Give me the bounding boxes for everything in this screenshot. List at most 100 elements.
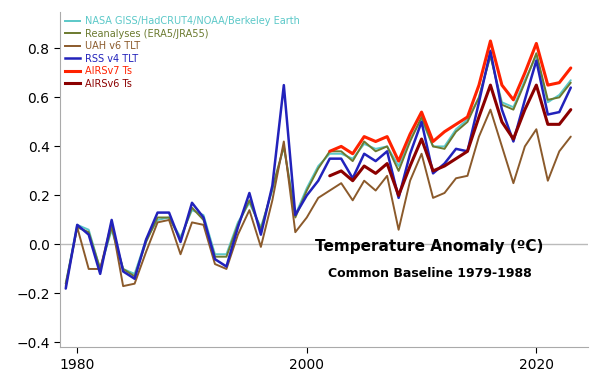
- AIRSv6 Ts: [487, 83, 494, 88]
- UAH v6 TLT: [131, 281, 138, 286]
- UAH v6 TLT: [567, 134, 574, 139]
- AIRSv7 Ts: [533, 41, 540, 46]
- UAH v6 TLT: [154, 220, 161, 225]
- NASA GISS/HadCRUT4/NOAA/Berkeley Earth: [338, 151, 345, 156]
- UAH v6 TLT: [487, 107, 494, 112]
- Reanalyses (ERA5/JRA55): [487, 53, 494, 58]
- RSS v4 TLT: [441, 161, 448, 166]
- UAH v6 TLT: [188, 220, 196, 225]
- NASA GISS/HadCRUT4/NOAA/Berkeley Earth: [475, 95, 482, 100]
- Reanalyses (ERA5/JRA55): [188, 205, 196, 210]
- NASA GISS/HadCRUT4/NOAA/Berkeley Earth: [280, 144, 287, 149]
- RSS v4 TLT: [452, 147, 460, 151]
- NASA GISS/HadCRUT4/NOAA/Berkeley Earth: [62, 281, 70, 286]
- AIRSv7 Ts: [338, 144, 345, 149]
- AIRSv7 Ts: [406, 132, 413, 137]
- NASA GISS/HadCRUT4/NOAA/Berkeley Earth: [177, 235, 184, 239]
- Reanalyses (ERA5/JRA55): [418, 115, 425, 119]
- UAH v6 TLT: [326, 188, 334, 193]
- Line: NASA GISS/HadCRUT4/NOAA/Berkeley Earth: NASA GISS/HadCRUT4/NOAA/Berkeley Earth: [66, 56, 571, 284]
- NASA GISS/HadCRUT4/NOAA/Berkeley Earth: [430, 144, 437, 149]
- Reanalyses (ERA5/JRA55): [119, 267, 127, 271]
- UAH v6 TLT: [166, 218, 173, 222]
- RSS v4 TLT: [200, 215, 207, 220]
- RSS v4 TLT: [499, 107, 506, 112]
- UAH v6 TLT: [544, 178, 551, 183]
- NASA GISS/HadCRUT4/NOAA/Berkeley Earth: [406, 137, 413, 141]
- Reanalyses (ERA5/JRA55): [142, 240, 149, 244]
- NASA GISS/HadCRUT4/NOAA/Berkeley Earth: [235, 220, 242, 225]
- AIRSv7 Ts: [544, 83, 551, 88]
- RSS v4 TLT: [418, 120, 425, 124]
- NASA GISS/HadCRUT4/NOAA/Berkeley Earth: [188, 208, 196, 212]
- AIRSv7 Ts: [430, 139, 437, 144]
- AIRSv7 Ts: [475, 83, 482, 88]
- Reanalyses (ERA5/JRA55): [108, 225, 115, 230]
- Reanalyses (ERA5/JRA55): [395, 169, 402, 173]
- Reanalyses (ERA5/JRA55): [131, 274, 138, 279]
- Reanalyses (ERA5/JRA55): [567, 80, 574, 85]
- AIRSv7 Ts: [361, 134, 368, 139]
- UAH v6 TLT: [292, 230, 299, 235]
- NASA GISS/HadCRUT4/NOAA/Berkeley Earth: [418, 117, 425, 122]
- AIRSv6 Ts: [395, 193, 402, 198]
- RSS v4 TLT: [372, 159, 379, 163]
- Reanalyses (ERA5/JRA55): [533, 51, 540, 56]
- Reanalyses (ERA5/JRA55): [452, 129, 460, 134]
- UAH v6 TLT: [406, 178, 413, 183]
- AIRSv6 Ts: [361, 164, 368, 168]
- RSS v4 TLT: [533, 58, 540, 63]
- NASA GISS/HadCRUT4/NOAA/Berkeley Earth: [372, 147, 379, 151]
- AIRSv6 Ts: [372, 171, 379, 176]
- NASA GISS/HadCRUT4/NOAA/Berkeley Earth: [487, 53, 494, 58]
- AIRSv6 Ts: [349, 178, 356, 183]
- UAH v6 TLT: [372, 188, 379, 193]
- UAH v6 TLT: [475, 134, 482, 139]
- Reanalyses (ERA5/JRA55): [556, 95, 563, 100]
- AIRSv7 Ts: [510, 98, 517, 102]
- RSS v4 TLT: [223, 264, 230, 269]
- UAH v6 TLT: [269, 198, 276, 203]
- AIRSv6 Ts: [510, 137, 517, 141]
- Reanalyses (ERA5/JRA55): [154, 215, 161, 220]
- AIRSv6 Ts: [452, 156, 460, 161]
- Line: AIRSv6 Ts: AIRSv6 Ts: [330, 85, 571, 195]
- RSS v4 TLT: [269, 183, 276, 188]
- UAH v6 TLT: [74, 225, 81, 230]
- AIRSv7 Ts: [395, 159, 402, 163]
- Legend: NASA GISS/HadCRUT4/NOAA/Berkeley Earth, Reanalyses (ERA5/JRA55), UAH v6 TLT, RSS: NASA GISS/HadCRUT4/NOAA/Berkeley Earth, …: [63, 15, 302, 91]
- NASA GISS/HadCRUT4/NOAA/Berkeley Earth: [383, 144, 391, 149]
- Reanalyses (ERA5/JRA55): [499, 102, 506, 107]
- Reanalyses (ERA5/JRA55): [464, 120, 471, 124]
- RSS v4 TLT: [280, 83, 287, 88]
- UAH v6 TLT: [62, 284, 70, 288]
- Reanalyses (ERA5/JRA55): [177, 237, 184, 242]
- NASA GISS/HadCRUT4/NOAA/Berkeley Earth: [131, 271, 138, 276]
- Reanalyses (ERA5/JRA55): [74, 225, 81, 230]
- UAH v6 TLT: [418, 151, 425, 156]
- NASA GISS/HadCRUT4/NOAA/Berkeley Earth: [361, 142, 368, 146]
- Reanalyses (ERA5/JRA55): [257, 227, 265, 232]
- Reanalyses (ERA5/JRA55): [246, 198, 253, 203]
- RSS v4 TLT: [326, 156, 334, 161]
- AIRSv7 Ts: [499, 83, 506, 88]
- RSS v4 TLT: [395, 196, 402, 200]
- AIRSv7 Ts: [452, 122, 460, 127]
- NASA GISS/HadCRUT4/NOAA/Berkeley Earth: [154, 218, 161, 222]
- RSS v4 TLT: [349, 176, 356, 181]
- Reanalyses (ERA5/JRA55): [303, 188, 310, 193]
- NASA GISS/HadCRUT4/NOAA/Berkeley Earth: [544, 100, 551, 105]
- NASA GISS/HadCRUT4/NOAA/Berkeley Earth: [97, 267, 104, 271]
- UAH v6 TLT: [280, 139, 287, 144]
- Text: Temperature Anomaly (ºC): Temperature Anomaly (ºC): [316, 239, 544, 254]
- NASA GISS/HadCRUT4/NOAA/Berkeley Earth: [142, 237, 149, 242]
- AIRSv6 Ts: [383, 161, 391, 166]
- AIRSv7 Ts: [441, 129, 448, 134]
- AIRSv6 Ts: [406, 164, 413, 168]
- NASA GISS/HadCRUT4/NOAA/Berkeley Earth: [441, 144, 448, 149]
- NASA GISS/HadCRUT4/NOAA/Berkeley Earth: [452, 127, 460, 132]
- NASA GISS/HadCRUT4/NOAA/Berkeley Earth: [269, 188, 276, 193]
- Reanalyses (ERA5/JRA55): [235, 222, 242, 227]
- Reanalyses (ERA5/JRA55): [521, 80, 529, 85]
- UAH v6 TLT: [349, 198, 356, 203]
